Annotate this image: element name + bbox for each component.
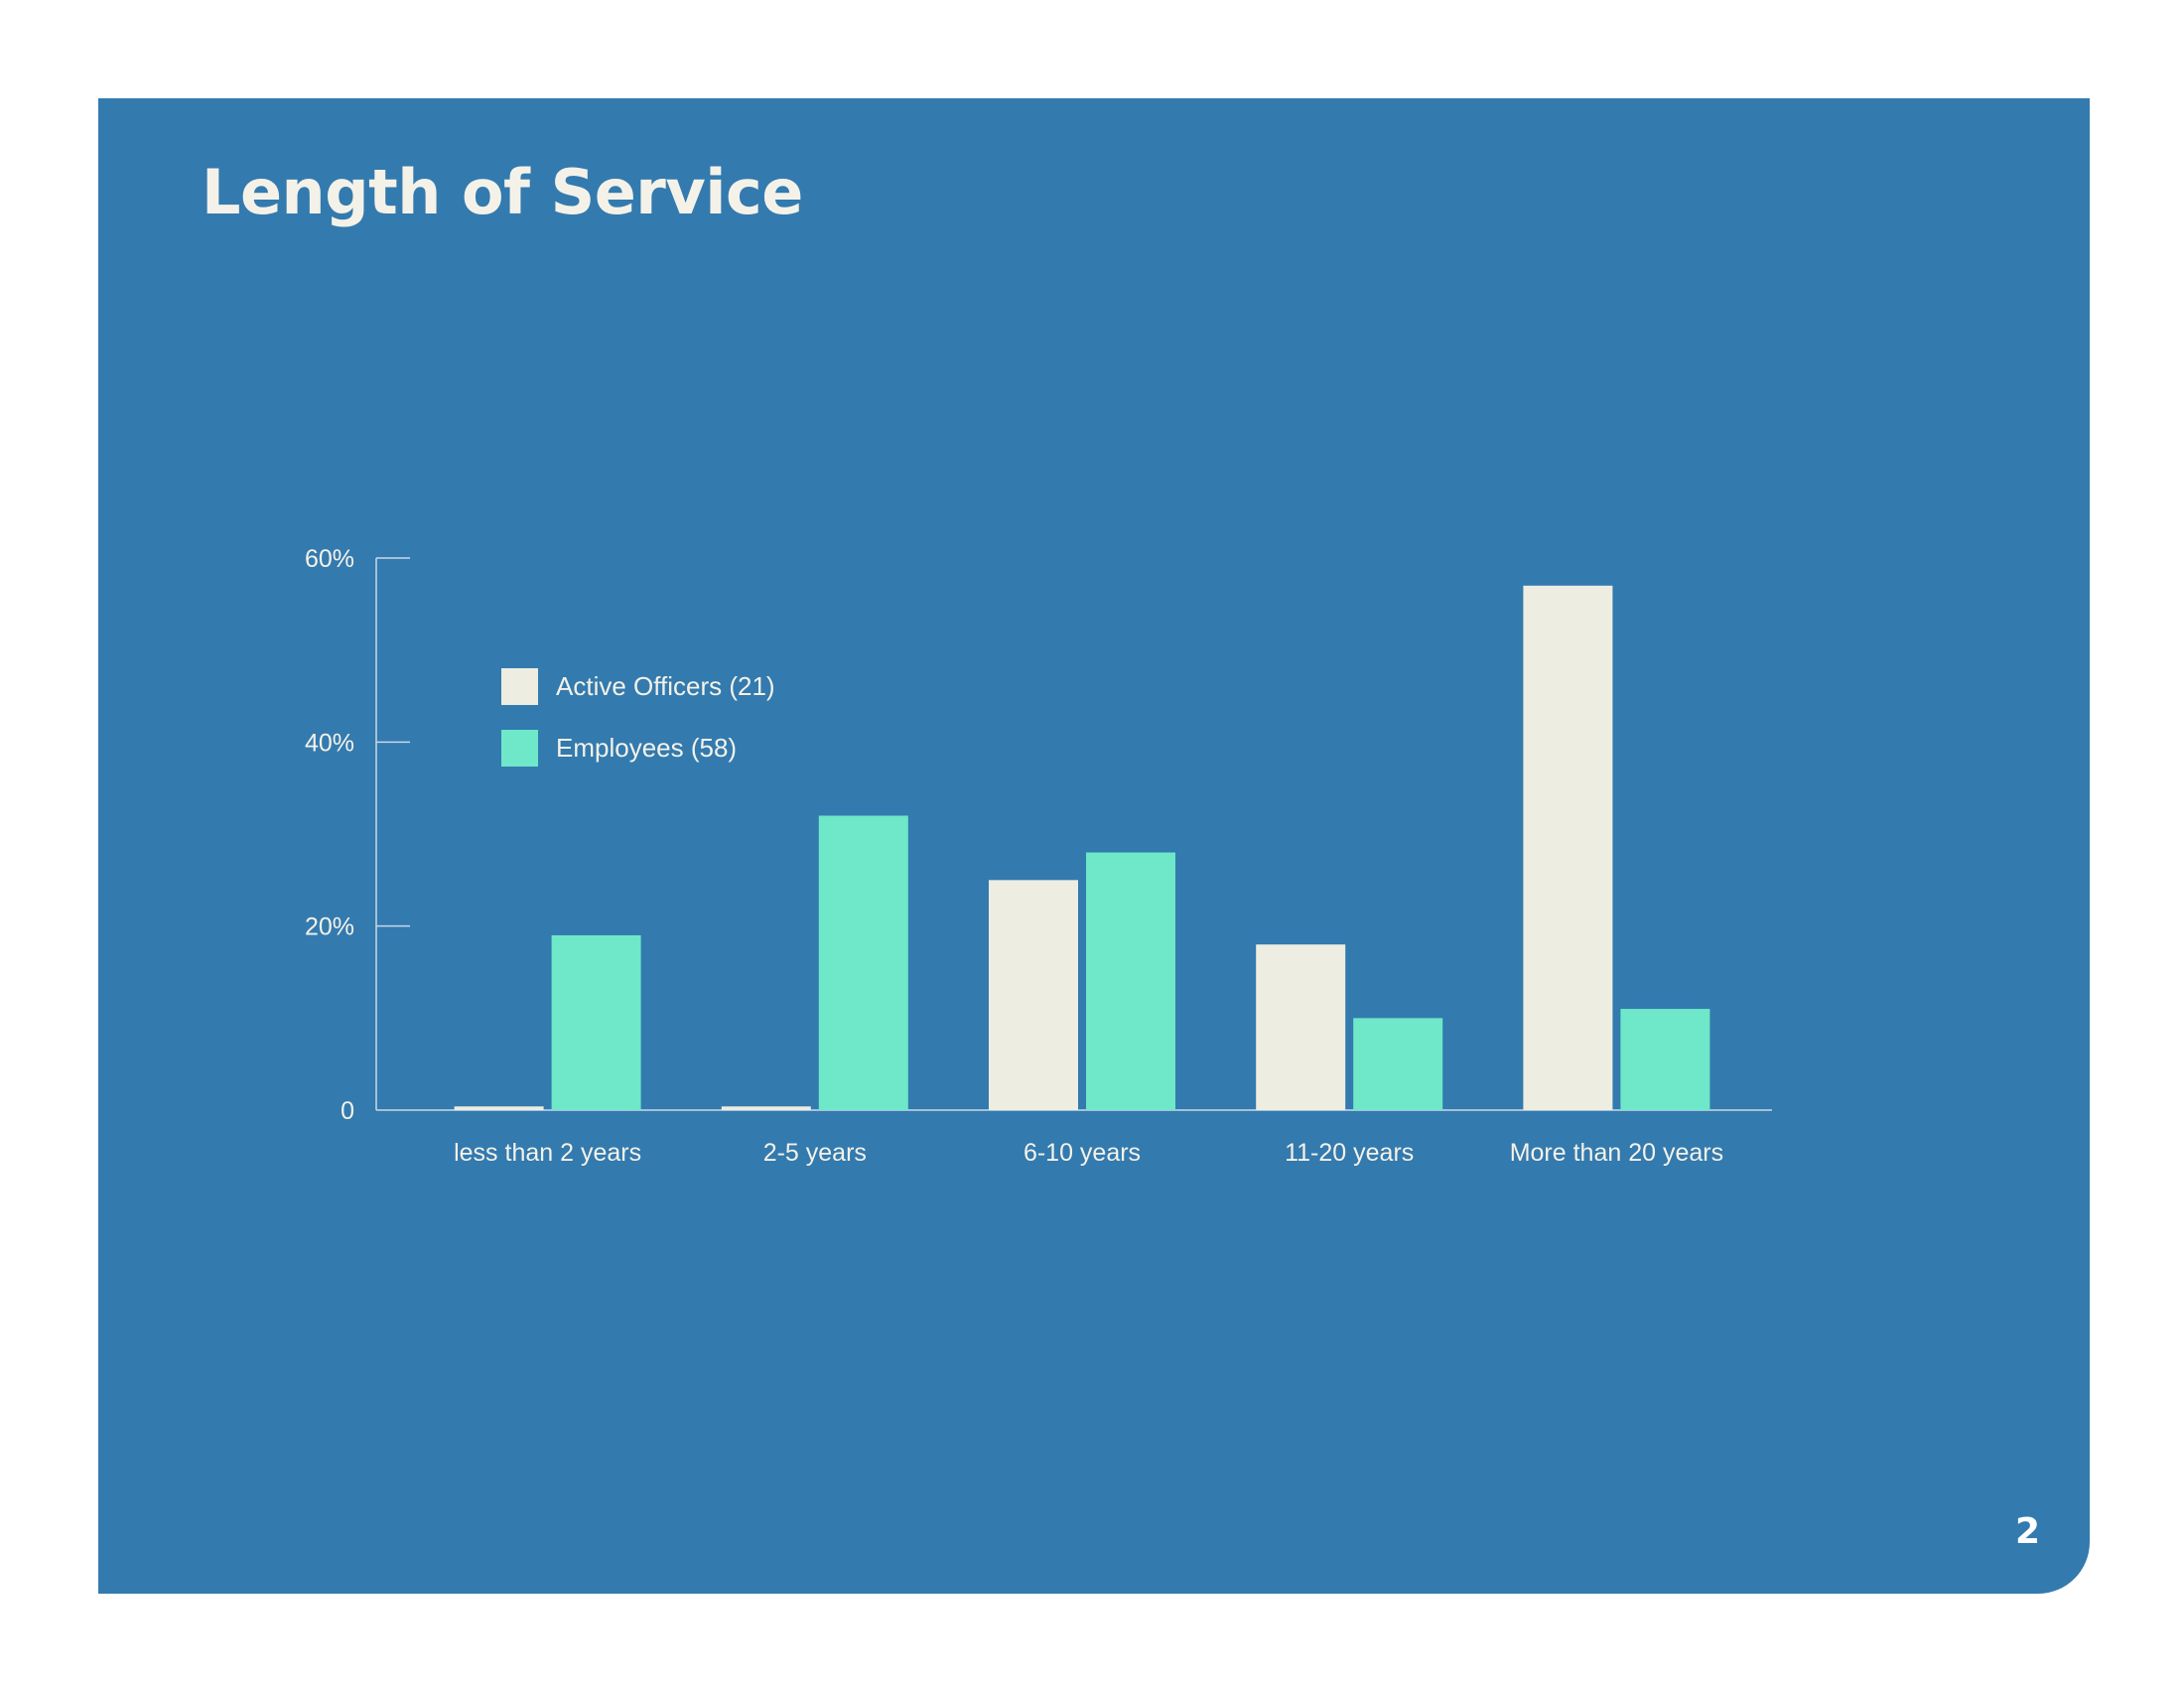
chart-legend: Active Officers (21) Employees (58): [501, 667, 775, 790]
y-tick-label: 20%: [305, 914, 354, 941]
legend-label: Active Officers (21): [556, 670, 775, 701]
legend-swatch-employees: [501, 729, 538, 767]
bar-active-officers-0: [454, 1106, 544, 1110]
bar-employees-4: [1620, 1009, 1710, 1110]
y-tick-label: 60%: [305, 545, 354, 573]
x-tick-label: 6-10 years: [1024, 1139, 1141, 1167]
bar-chart: 0 20% 40% 60% less than 2 years 2-5 years 6-10…: [305, 545, 1772, 1167]
bar-active-officers-1: [721, 1106, 811, 1110]
bar-active-officers-4: [1523, 585, 1613, 1110]
legend-swatch-active-officers: [501, 667, 538, 705]
bar-active-officers-2: [989, 880, 1078, 1110]
bar-active-officers-3: [1256, 944, 1346, 1110]
legend-item-active-officers: Active Officers (21): [501, 667, 775, 705]
slide: Length of Service 0 20% 40% 60% less than 2 …: [98, 98, 2090, 1594]
legend-item-employees: Employees (58): [501, 729, 775, 767]
y-tick-label: 0: [341, 1097, 354, 1125]
x-tick-label: 11-20 years: [1285, 1139, 1414, 1167]
x-tick-label: 2-5 years: [763, 1139, 867, 1167]
bar-employees-3: [1353, 1018, 1443, 1110]
legend-label: Employees (58): [556, 732, 738, 763]
page-title: Length of Service: [202, 156, 803, 228]
page-number: 2: [2014, 1511, 2040, 1552]
x-tick-label: less than 2 years: [454, 1139, 641, 1167]
bar-employees-0: [551, 934, 641, 1110]
bar-employees-2: [1086, 852, 1175, 1110]
x-tick-label: More than 20 years: [1510, 1139, 1723, 1167]
bar-employees-1: [818, 815, 908, 1110]
y-tick-label: 40%: [305, 729, 354, 757]
